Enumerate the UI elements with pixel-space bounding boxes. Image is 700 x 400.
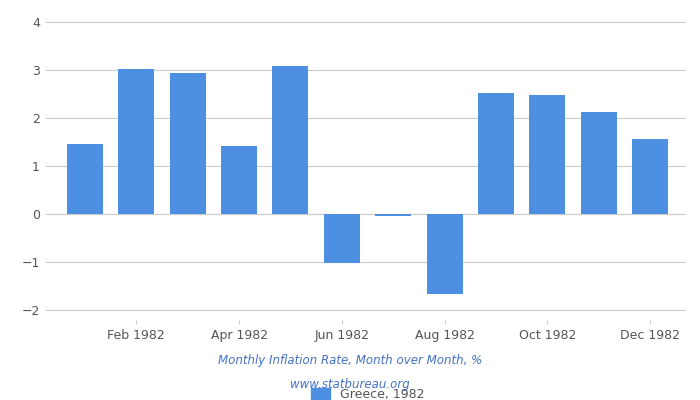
- Text: Monthly Inflation Rate, Month over Month, %: Monthly Inflation Rate, Month over Month…: [218, 354, 482, 367]
- Bar: [324, 214, 360, 263]
- Bar: [632, 138, 668, 214]
- Bar: [118, 69, 154, 214]
- Bar: [529, 95, 566, 214]
- Bar: [169, 73, 206, 214]
- Bar: [426, 214, 463, 294]
- Bar: [67, 144, 103, 214]
- Bar: [581, 112, 617, 214]
- Text: www.statbureau.org: www.statbureau.org: [290, 378, 410, 391]
- Bar: [272, 66, 309, 214]
- Bar: [478, 93, 514, 214]
- Legend: Greece, 1982: Greece, 1982: [306, 383, 429, 400]
- Bar: [221, 146, 257, 214]
- Bar: [375, 214, 411, 216]
